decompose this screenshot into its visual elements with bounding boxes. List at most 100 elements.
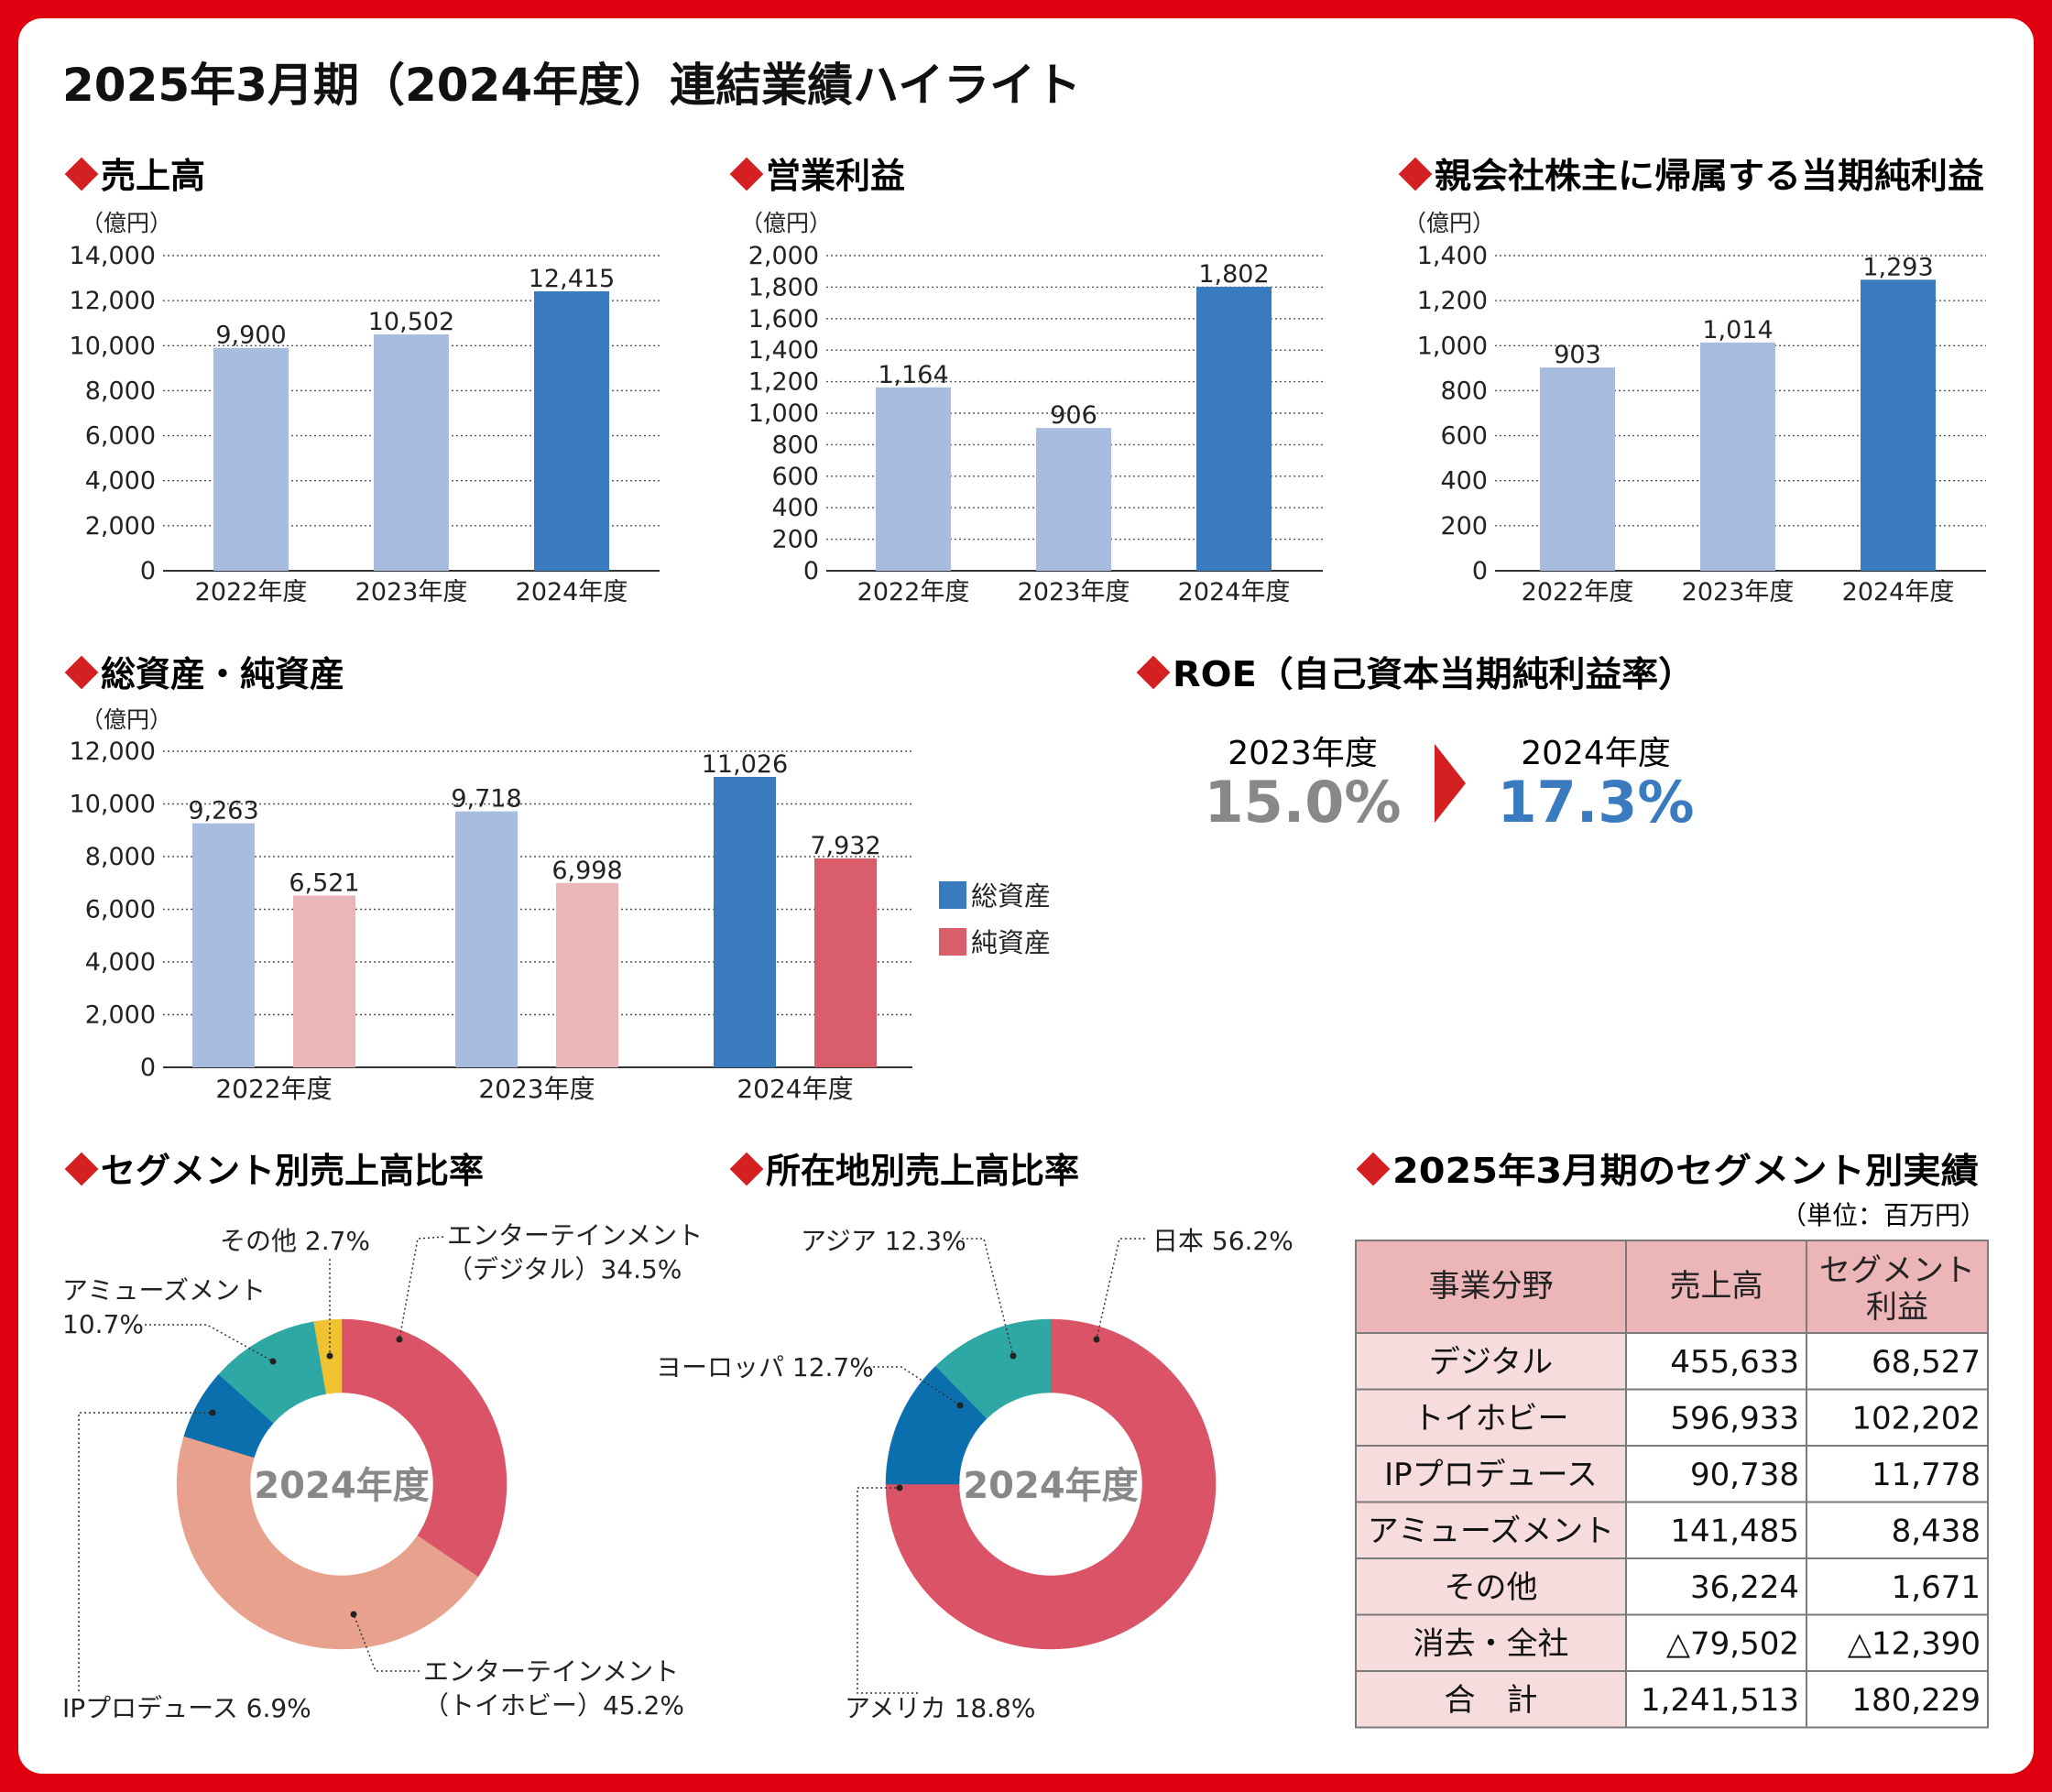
data-label: 12,415 — [529, 265, 615, 293]
donut-slice — [341, 1318, 508, 1578]
donut-slice — [934, 1318, 1052, 1419]
slice-label: （トイホビー）45.2% — [423, 1690, 684, 1721]
table-header-label: 売上高 — [1670, 1268, 1763, 1305]
table-cell — [1806, 1670, 1989, 1729]
table-cell-value: 180,229 — [1851, 1682, 1981, 1719]
table-cell — [1625, 1332, 1807, 1391]
section-title: ROE（自己資本当期純利益率） — [1173, 654, 1695, 694]
donut-center-label: 2024年度 — [254, 1465, 429, 1507]
table-row-header-cell — [1355, 1557, 1627, 1616]
y-tick-label: 12,000 — [70, 287, 156, 315]
table-cell — [1806, 1445, 1989, 1503]
section-title: 所在地別売上高比率 — [766, 1151, 1079, 1191]
y-tick-label: 2,000 — [85, 512, 156, 541]
section-title: 営業利益 — [766, 156, 905, 196]
y-tick-label: 1,600 — [748, 305, 819, 333]
bar — [534, 290, 609, 571]
section-title: 総資産・純資産 — [101, 654, 344, 694]
section-net-income-header: 親会社株主に帰属する当期純利益 — [1398, 156, 1984, 196]
slice-label: ヨーロッパ 12.7% — [656, 1352, 874, 1382]
x-tick-label: 2024年度 — [737, 1074, 853, 1104]
slice-label: その他 2.7% — [220, 1226, 370, 1256]
table-cell — [1806, 1557, 1989, 1616]
section-roe-header: ROE（自己資本当期純利益率） — [1136, 654, 1695, 694]
table-cell-value: 1,241,513 — [1641, 1682, 1799, 1719]
y-tick-label: 1,200 — [1417, 287, 1488, 315]
table-row-label: アミューズメント — [1368, 1513, 1615, 1550]
y-tick-label: 0 — [1472, 557, 1488, 585]
table-cell-value: 102,202 — [1851, 1401, 1981, 1437]
y-tick-label: 1,000 — [1417, 332, 1488, 360]
section-title: 親会社株主に帰属する当期純利益 — [1435, 156, 1984, 196]
table-row-label: 合 計 — [1445, 1682, 1538, 1719]
y-tick-label: 8,000 — [85, 843, 156, 871]
roe-curr-value: 17.3% — [1497, 769, 1694, 836]
unit-label: （億円） — [1403, 210, 1495, 236]
region-donut-chart: 2024年度 日本 56.2% アメリカ 18.8% ヨーロッパ 12.7% アジア 1… — [656, 1226, 1293, 1723]
bar — [213, 347, 289, 571]
slice-label: エンターテインメント — [423, 1656, 679, 1687]
x-tick-label: 2022年度 — [195, 578, 308, 606]
unit-label: （億円） — [81, 210, 172, 236]
roe-prev-value: 15.0% — [1204, 769, 1401, 836]
table-row-label: IPプロデュース — [1384, 1457, 1598, 1493]
bar — [556, 882, 618, 1067]
table-cell-value: 8,438 — [1892, 1513, 1981, 1550]
y-tick-label: 2,000 — [748, 242, 819, 270]
section-title: セグメント別売上高比率 — [101, 1151, 484, 1191]
table-row-header-cell — [1355, 1501, 1627, 1559]
y-tick-label: 200 — [771, 526, 819, 554]
table-row-header-cell — [1355, 1332, 1627, 1391]
leader-line — [353, 1613, 420, 1672]
leader-line — [868, 1366, 961, 1406]
donut-slice — [885, 1483, 1017, 1637]
section-segment-ratio-header: セグメント別売上高比率 — [64, 1151, 484, 1191]
x-tick-label: 2022年度 — [215, 1074, 332, 1104]
data-label: 6,521 — [289, 869, 359, 898]
table-cell-value: △79,502 — [1666, 1626, 1799, 1663]
data-label: 903 — [1554, 341, 1601, 369]
bar — [714, 777, 776, 1067]
slice-label: アミューズメント — [62, 1275, 266, 1306]
table-header-cell — [1625, 1240, 1807, 1334]
data-label: 1,802 — [1198, 260, 1269, 289]
leader-dot — [350, 1611, 357, 1618]
section-op-income-header: 営業利益 — [729, 156, 905, 196]
y-tick-label: 14,000 — [70, 242, 156, 270]
y-tick-label: 800 — [1440, 377, 1488, 405]
table-cell-value: 90,738 — [1690, 1457, 1799, 1493]
table-unit: （単位：百万円） — [1781, 1200, 1986, 1230]
section-region-ratio-header: 所在地別売上高比率 — [729, 1151, 1079, 1191]
unit-label: （億円） — [740, 210, 832, 236]
table-row-header-cell — [1355, 1388, 1627, 1447]
diamond-icon — [729, 1152, 764, 1186]
slice-label: IPプロデュース 6.9% — [62, 1693, 311, 1723]
data-label: 1,164 — [878, 361, 948, 389]
y-tick-label: 400 — [1440, 467, 1488, 496]
table-cell — [1625, 1445, 1807, 1503]
table-cell — [1806, 1332, 1989, 1391]
y-tick-label: 0 — [140, 1054, 156, 1082]
bar — [455, 811, 518, 1067]
table-row-label: トイホビー — [1413, 1401, 1569, 1437]
table-cell — [1806, 1501, 1989, 1559]
diamond-icon — [1398, 157, 1433, 191]
table-header-cell — [1806, 1240, 1989, 1334]
bar — [1540, 367, 1615, 571]
table-cell-value: 141,485 — [1670, 1513, 1799, 1550]
y-tick-label: 1,200 — [748, 368, 819, 397]
sales-bar-chart: （億円） 0 2,000 4,000 6,000 8,000 10,000 12,000 14,… — [70, 210, 660, 606]
bar — [374, 333, 449, 571]
table-header-label: セグメント — [1819, 1252, 1975, 1289]
diamond-icon — [64, 157, 99, 191]
table-cell-value: 36,224 — [1690, 1569, 1799, 1606]
table-cell-value: 455,633 — [1670, 1344, 1799, 1381]
table-cell — [1625, 1613, 1807, 1672]
table-cell-value: 68,527 — [1872, 1344, 1981, 1381]
y-tick-label: 0 — [140, 557, 156, 585]
donut-slice — [988, 1318, 1217, 1650]
bar — [1700, 342, 1775, 571]
table-row-header-cell — [1355, 1613, 1627, 1672]
slice-label: アジア 12.3% — [801, 1226, 966, 1256]
